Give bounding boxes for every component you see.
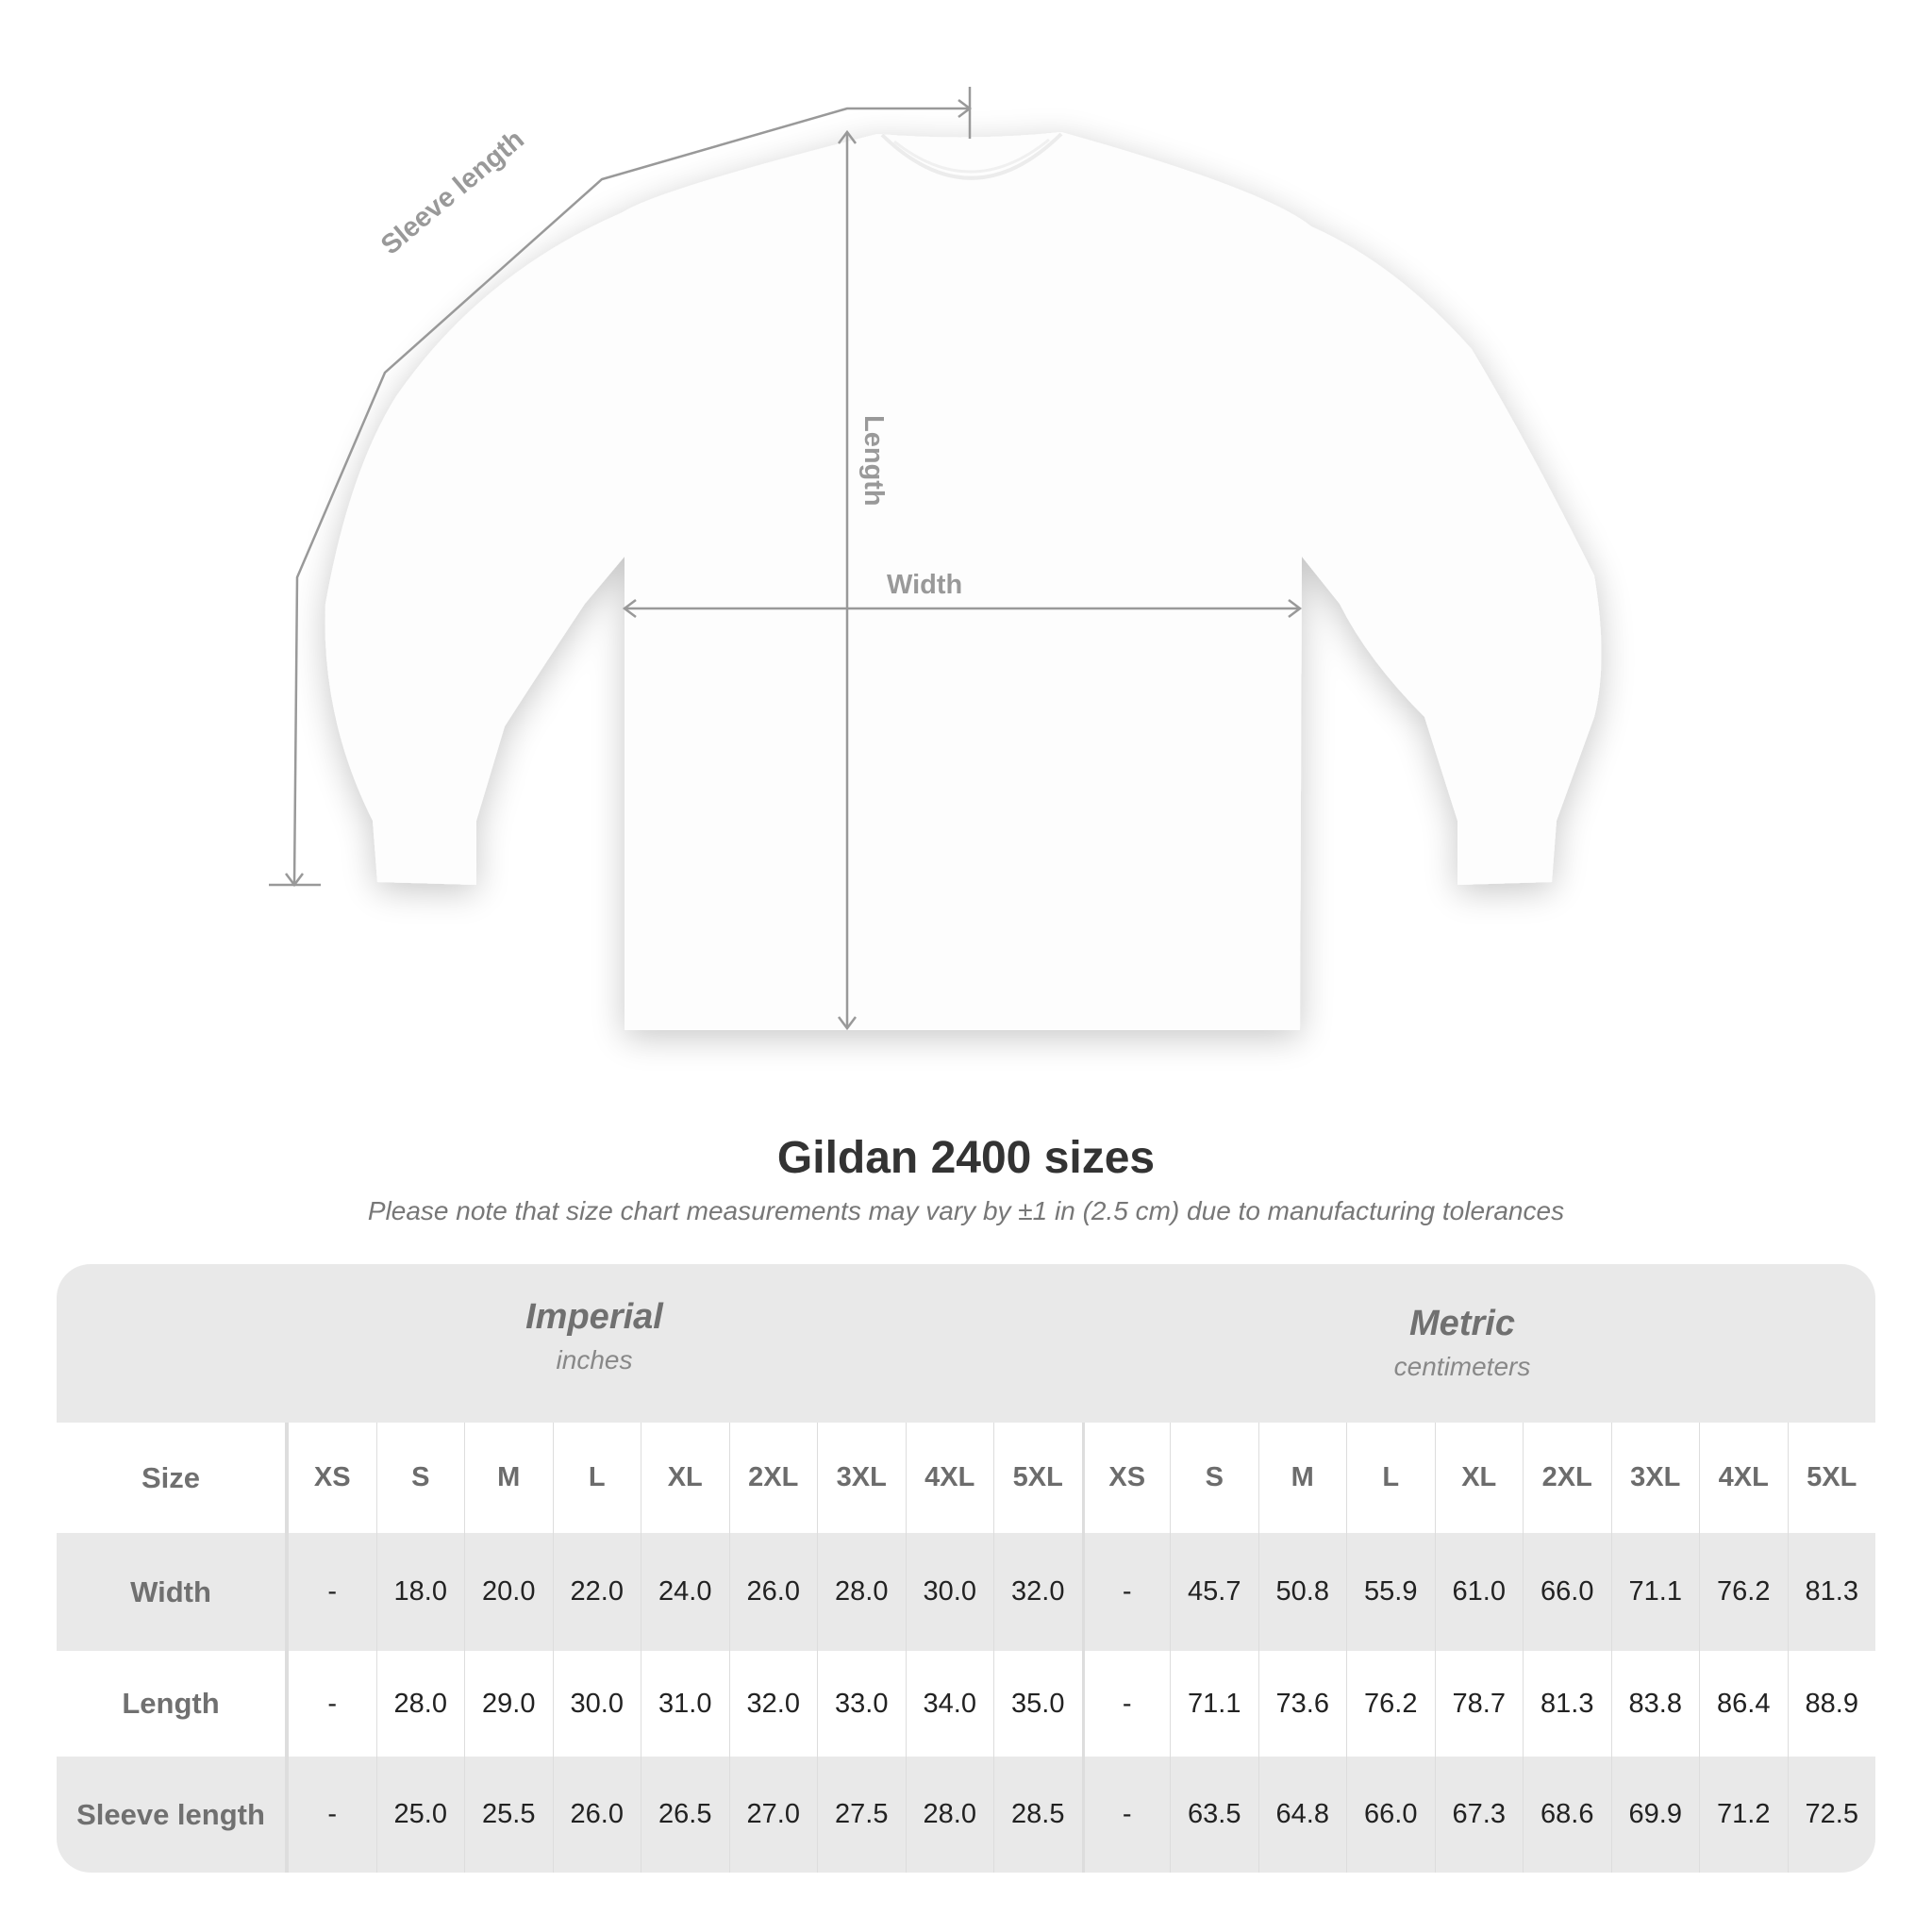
value-cell: 26.0 <box>552 1757 641 1873</box>
size-header-cell: L <box>552 1423 641 1533</box>
value-cell: 25.0 <box>375 1757 465 1873</box>
value-cell: 29.0 <box>464 1651 553 1757</box>
size-header-cell: 4XL <box>905 1423 994 1533</box>
value-cell: 28.0 <box>817 1533 906 1651</box>
table-row: Width -18.0 20.0 22.0 24.0 26.0 28.0 30.0 32.0-4… <box>57 1533 1875 1651</box>
row-label: Size <box>57 1423 288 1533</box>
value-cell: 20.0 <box>464 1533 553 1651</box>
page-title: Gildan 2400 sizes <box>776 1133 1156 1183</box>
row-label: Width <box>57 1533 288 1651</box>
shirt-diagram <box>269 87 1602 1031</box>
size-header-cell: S <box>1170 1423 1258 1533</box>
value-cell: 26.5 <box>641 1757 729 1873</box>
value-cell: 66.0 <box>1523 1533 1611 1651</box>
value-cell: - <box>1081 1757 1171 1873</box>
metric-header: Metric centimeters <box>1179 1304 1745 1382</box>
value-cell: 66.0 <box>1346 1757 1435 1873</box>
size-header-cell: 5XL <box>1787 1423 1876 1533</box>
metric-title: Metric <box>1409 1304 1515 1343</box>
value-cell: 73.6 <box>1257 1651 1347 1757</box>
value-cell: 71.2 <box>1699 1757 1788 1873</box>
unit-header-band <box>57 1264 1875 1423</box>
value-cell: 27.0 <box>728 1757 818 1873</box>
row-label: Sleeve length <box>57 1757 288 1873</box>
size-header-cell: 3XL <box>1610 1423 1700 1533</box>
imperial-header: Imperial inches <box>311 1297 877 1375</box>
value-cell: 69.9 <box>1610 1757 1700 1873</box>
size-header-cell: XL <box>1434 1423 1524 1533</box>
size-header-cell: L <box>1346 1423 1435 1533</box>
value-cell: 35.0 <box>993 1651 1082 1757</box>
size-header-cell: 2XL <box>728 1423 818 1533</box>
value-cell: 88.9 <box>1787 1651 1876 1757</box>
value-cell: 71.1 <box>1170 1651 1258 1757</box>
size-header-row: Size XS S M L XL 2XL 3XL 4XL 5XL XS S M L XL 2XL 3XL 4XL 5… <box>57 1423 1875 1533</box>
value-cell: 86.4 <box>1699 1651 1788 1757</box>
value-cell: 81.3 <box>1523 1651 1611 1757</box>
size-header-cell: XS <box>1081 1423 1171 1533</box>
value-cell: - <box>288 1533 376 1651</box>
value-cell: 68.6 <box>1523 1757 1611 1873</box>
size-table: Imperial inches Metric centimeters Size X… <box>57 1264 1875 1873</box>
size-header-cell: 2XL <box>1523 1423 1611 1533</box>
value-cell: 55.9 <box>1346 1533 1435 1651</box>
imperial-unit: inches <box>556 1345 633 1374</box>
value-cell: 28.0 <box>905 1757 994 1873</box>
value-cell: 76.2 <box>1346 1651 1435 1757</box>
table-row: Length -28.0 29.0 30.0 31.0 32.0 33.0 34.0 35.0-… <box>57 1651 1875 1757</box>
length-label: Length <box>858 415 889 507</box>
size-header-cell: M <box>464 1423 553 1533</box>
value-cell: 32.0 <box>993 1533 1082 1651</box>
value-cell: 72.5 <box>1787 1757 1876 1873</box>
value-cell: 18.0 <box>375 1533 465 1651</box>
value-cell: 50.8 <box>1257 1533 1347 1651</box>
value-cell: 63.5 <box>1170 1757 1258 1873</box>
width-label: Width <box>887 570 963 600</box>
value-cell: 33.0 <box>817 1651 906 1757</box>
value-cell: 76.2 <box>1699 1533 1788 1651</box>
size-header-cell: XS <box>288 1423 376 1533</box>
value-cell: - <box>1081 1533 1171 1651</box>
row-band-sleeve <box>57 1757 1875 1873</box>
value-cell: 24.0 <box>641 1533 729 1651</box>
value-cell: 78.7 <box>1434 1651 1524 1757</box>
value-cell: - <box>288 1757 376 1873</box>
value-cell: 32.0 <box>728 1651 818 1757</box>
value-cell: 28.5 <box>993 1757 1082 1873</box>
value-cell: - <box>1081 1651 1171 1757</box>
value-cell: 22.0 <box>552 1533 641 1651</box>
value-cell: - <box>288 1651 376 1757</box>
size-header-cell: XL <box>641 1423 729 1533</box>
value-cell: 45.7 <box>1170 1533 1258 1651</box>
value-cell: 27.5 <box>817 1757 906 1873</box>
value-cell: 64.8 <box>1257 1757 1347 1873</box>
value-cell: 61.0 <box>1434 1533 1524 1651</box>
measurement-lines <box>269 87 1303 1031</box>
size-header-cell: 5XL <box>993 1423 1082 1533</box>
value-cell: 34.0 <box>905 1651 994 1757</box>
long-sleeve-shirt <box>325 132 1602 1030</box>
imperial-title: Imperial <box>525 1297 663 1337</box>
value-cell: 28.0 <box>375 1651 465 1757</box>
metric-unit: centimeters <box>1393 1352 1531 1381</box>
value-cell: 83.8 <box>1610 1651 1700 1757</box>
value-cell: 30.0 <box>552 1651 641 1757</box>
value-cell: 81.3 <box>1787 1533 1876 1651</box>
row-label: Length <box>57 1651 288 1757</box>
size-header-cell: 4XL <box>1699 1423 1788 1533</box>
value-cell: 31.0 <box>641 1651 729 1757</box>
tolerance-note: Please note that size chart measurements… <box>367 1196 1565 1225</box>
value-cell: 30.0 <box>905 1533 994 1651</box>
size-header-cell: 3XL <box>817 1423 906 1533</box>
size-header-cell: M <box>1257 1423 1347 1533</box>
size-header-cell: S <box>375 1423 465 1533</box>
value-cell: 71.1 <box>1610 1533 1700 1651</box>
table-row: Sleeve length -25.0 25.5 26.0 26.5 27.0 27.5 28… <box>57 1757 1875 1873</box>
row-band-width <box>57 1533 1875 1651</box>
value-cell: 26.0 <box>728 1533 818 1651</box>
value-cell: 25.5 <box>464 1757 553 1873</box>
value-cell: 67.3 <box>1434 1757 1524 1873</box>
